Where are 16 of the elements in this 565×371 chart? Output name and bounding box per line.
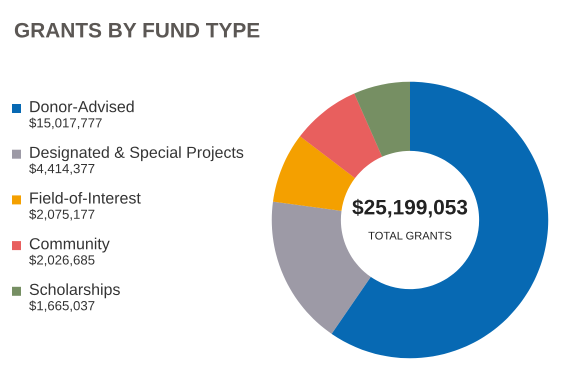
data-label: $4,414,377 <box>29 163 94 175</box>
chart-title: GRANTS BY FUND TYPE <box>14 22 260 38</box>
legend-label: Donor-Advised <box>30 100 134 112</box>
legend-label: Community <box>30 238 110 253</box>
data-label: $2,075,177 <box>29 209 94 220</box>
legend-label: Scholarships <box>30 283 120 298</box>
data-label: $2,026,685 <box>29 254 94 266</box>
data-label: $1,665,037 <box>29 300 94 312</box>
text: $25,199,053 <box>352 198 468 218</box>
donut-slice <box>300 94 382 178</box>
donut-slice <box>332 82 548 358</box>
donut-slice <box>354 82 410 157</box>
data-label: $15,017,777 <box>29 118 102 130</box>
text: TOTAL GRANTS <box>368 232 452 240</box>
legend-label: Field-of-Interest <box>30 192 141 204</box>
legend-label: Designated & Special Projects <box>30 146 244 162</box>
